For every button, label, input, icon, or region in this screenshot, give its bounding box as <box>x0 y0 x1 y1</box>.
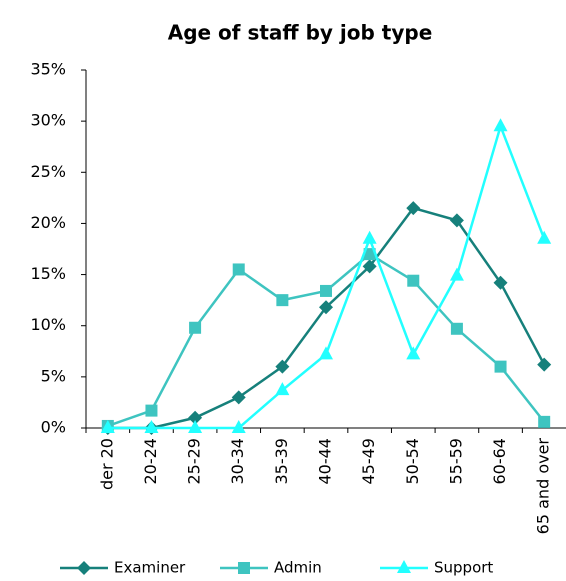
x-tick-label: 30-34 <box>228 438 247 485</box>
x-tick-label: der 20 <box>97 438 116 490</box>
data-point <box>537 357 552 372</box>
data-point <box>189 321 202 334</box>
data-point <box>231 390 246 405</box>
x-tick-label: 55-59 <box>446 438 465 485</box>
data-point <box>406 201 421 216</box>
data-point <box>320 284 332 297</box>
y-tick-label: 10% <box>30 315 66 334</box>
data-point <box>100 420 115 433</box>
y-tick-label: 25% <box>30 162 66 181</box>
series-line <box>107 252 546 428</box>
data-point <box>276 294 289 307</box>
legend-marker <box>397 560 411 573</box>
y-tick-label: 20% <box>30 213 66 232</box>
legend-label: Examiner <box>114 559 186 577</box>
data-point <box>232 263 245 276</box>
x-tick-label: 25-29 <box>185 438 204 485</box>
series-line <box>107 206 546 430</box>
x-tick-label: 40-44 <box>316 438 335 485</box>
x-tick-label: 50-54 <box>403 438 422 485</box>
data-point <box>538 415 551 428</box>
series-line <box>107 122 546 430</box>
data-point <box>275 359 290 374</box>
y-tick-label: 15% <box>30 264 66 283</box>
data-point <box>362 259 377 274</box>
x-tick-label: 45-49 <box>359 438 378 485</box>
x-tick-label: 35-39 <box>272 438 291 485</box>
data-point <box>145 404 158 417</box>
data-point <box>493 118 508 132</box>
data-point <box>406 346 421 360</box>
data-point <box>537 230 552 244</box>
y-tick-label: 5% <box>41 366 66 385</box>
data-point <box>363 248 376 261</box>
chart-title: Age of staff by job type <box>168 21 433 45</box>
data-point <box>494 360 507 373</box>
data-point <box>188 420 203 433</box>
data-point <box>449 267 464 281</box>
data-point <box>188 410 203 425</box>
x-tick-label: 20-24 <box>141 438 160 485</box>
legend-marker <box>238 562 250 574</box>
data-point <box>493 275 508 290</box>
data-point <box>319 300 333 315</box>
y-tick-label: 35% <box>30 60 66 79</box>
data-point <box>407 274 420 287</box>
data-point <box>231 420 246 433</box>
data-point <box>144 420 159 433</box>
y-tick-label: 0% <box>41 418 66 437</box>
data-point <box>449 213 464 228</box>
data-point <box>362 230 377 244</box>
data-point <box>450 322 463 335</box>
legend-marker <box>77 561 91 575</box>
y-tick-label: 30% <box>30 111 66 130</box>
legend-label: Admin <box>274 559 322 577</box>
data-point <box>275 382 290 396</box>
legend-label: Support <box>434 559 493 577</box>
x-tick-label: 60-64 <box>490 438 509 485</box>
x-tick-label: 65 and over <box>534 438 553 535</box>
data-point <box>319 346 333 360</box>
